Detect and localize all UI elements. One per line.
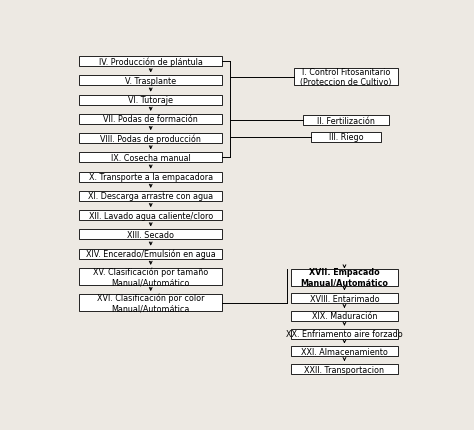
FancyBboxPatch shape <box>291 269 398 286</box>
FancyBboxPatch shape <box>79 249 222 259</box>
FancyBboxPatch shape <box>79 95 222 105</box>
FancyBboxPatch shape <box>303 116 389 126</box>
Text: XVIII. Entarimado: XVIII. Entarimado <box>310 294 379 303</box>
FancyBboxPatch shape <box>79 191 222 201</box>
FancyBboxPatch shape <box>79 295 222 311</box>
Text: VI. Tutoraje: VI. Tutoraje <box>128 96 173 105</box>
FancyBboxPatch shape <box>291 311 398 321</box>
FancyBboxPatch shape <box>294 69 398 86</box>
FancyBboxPatch shape <box>79 57 222 67</box>
Text: XV. Clasificación por tamaño
Manual/Automático: XV. Clasificación por tamaño Manual/Auto… <box>93 267 209 287</box>
Text: XVI. Clasificación por color
Manual/Automática: XVI. Clasificación por color Manual/Auto… <box>97 293 204 313</box>
FancyBboxPatch shape <box>79 76 222 86</box>
FancyBboxPatch shape <box>79 230 222 240</box>
FancyBboxPatch shape <box>291 329 398 339</box>
Text: VII. Podas de formación: VII. Podas de formación <box>103 115 198 124</box>
FancyBboxPatch shape <box>79 114 222 125</box>
FancyBboxPatch shape <box>79 172 222 182</box>
Text: IV. Producción de plántula: IV. Producción de plántula <box>99 57 203 67</box>
Text: V. Trasplante: V. Trasplante <box>125 77 176 86</box>
Text: I. Control Fitosanitario
(Proteccion de Cultivo): I. Control Fitosanitario (Proteccion de … <box>300 68 392 87</box>
Text: XI. Descarga arrastre con agua: XI. Descarga arrastre con agua <box>88 192 213 201</box>
Text: XXII. Transportacion: XXII. Transportacion <box>304 365 384 374</box>
Text: XXI. Almacenamiento: XXI. Almacenamiento <box>301 347 388 356</box>
Text: XIII. Secado: XIII. Secado <box>127 230 174 240</box>
Text: XVII. Empacado
Manual/Automático: XVII. Empacado Manual/Automático <box>301 268 388 287</box>
Text: XII. Lavado agua caliente/cloro: XII. Lavado agua caliente/cloro <box>89 211 213 220</box>
FancyBboxPatch shape <box>311 132 381 142</box>
Text: II. Fertilización: II. Fertilización <box>317 117 375 126</box>
Text: IX. Cosecha manual: IX. Cosecha manual <box>111 154 191 163</box>
Text: VIII. Podas de producción: VIII. Podas de producción <box>100 134 201 144</box>
FancyBboxPatch shape <box>79 268 222 285</box>
Text: XIX. Maduración: XIX. Maduración <box>312 312 377 321</box>
Text: X. Transporte a la empacadora: X. Transporte a la empacadora <box>89 173 213 182</box>
FancyBboxPatch shape <box>291 364 398 374</box>
FancyBboxPatch shape <box>79 153 222 163</box>
Text: III. Riego: III. Riego <box>328 133 363 142</box>
FancyBboxPatch shape <box>291 347 398 356</box>
FancyBboxPatch shape <box>79 211 222 221</box>
FancyBboxPatch shape <box>291 294 398 304</box>
Text: XIV. Encerado/Emulsión en agua: XIV. Encerado/Emulsión en agua <box>86 249 216 259</box>
FancyBboxPatch shape <box>79 134 222 144</box>
Text: XX. Enfriamento aire forzado: XX. Enfriamento aire forzado <box>286 329 403 338</box>
